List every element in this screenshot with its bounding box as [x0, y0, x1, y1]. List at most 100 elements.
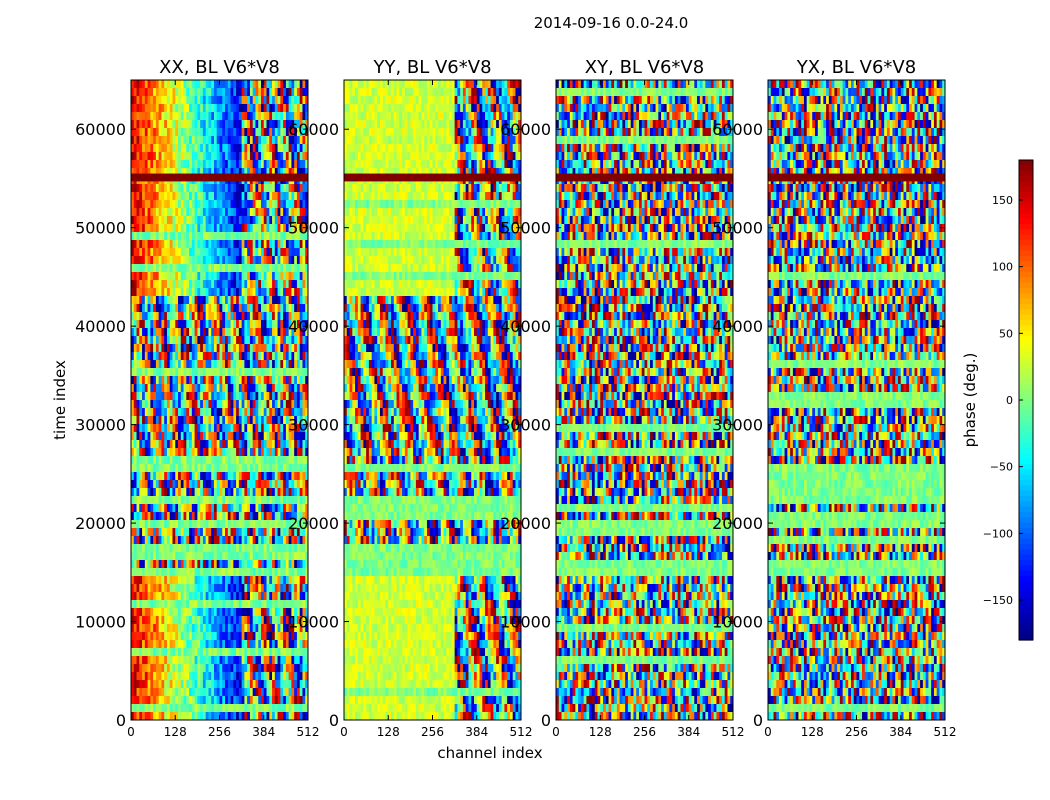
heatmap-cell — [216, 160, 220, 169]
heatmap-cell — [180, 232, 184, 241]
heatmap-cell — [255, 448, 259, 457]
heatmap-cell — [205, 432, 209, 441]
heatmap-cell — [255, 608, 259, 617]
heatmap-cell — [225, 272, 229, 281]
heatmap-cell — [131, 400, 135, 409]
heatmap-cell — [131, 448, 135, 457]
heatmap-cell — [258, 456, 262, 465]
heatmap-cell — [274, 360, 278, 369]
heatmap-cell — [255, 520, 259, 529]
heatmap-cell — [139, 256, 143, 265]
heatmap-cell — [269, 696, 273, 705]
heatmap-cell — [280, 440, 284, 449]
heatmap-cell — [202, 296, 207, 305]
heatmap-cell — [277, 384, 281, 393]
heatmap-cell — [219, 304, 223, 313]
heatmap-cell — [274, 80, 278, 89]
heatmap-cell — [191, 232, 196, 241]
heatmap-cell — [274, 624, 278, 633]
heatmap-cell — [144, 328, 148, 337]
heatmap-cell — [302, 120, 306, 129]
heatmap-cell — [219, 448, 223, 457]
heatmap-cell — [194, 112, 198, 121]
heatmap-cell — [194, 528, 198, 537]
heatmap-cell — [205, 184, 209, 193]
heatmap-cell — [202, 656, 207, 665]
heatmap-cell — [238, 464, 243, 473]
heatmap-cell — [144, 280, 148, 289]
heatmap-cell — [172, 96, 176, 105]
heatmap-cell — [244, 304, 248, 313]
heatmap-cell — [186, 160, 190, 169]
heatmap-cell — [200, 328, 204, 337]
heatmap-cell — [205, 536, 209, 545]
heatmap-cell — [213, 232, 218, 241]
heatmap-cell — [244, 144, 248, 153]
heatmap-cell — [291, 424, 295, 433]
heatmap-cell — [211, 496, 215, 505]
heatmap-cell — [252, 504, 256, 513]
heatmap-cell — [172, 416, 176, 425]
heatmap-cell — [189, 560, 193, 569]
heatmap-cell — [186, 344, 190, 353]
heatmap-cell — [150, 640, 154, 649]
heatmap-cell — [283, 120, 287, 129]
heatmap-cell — [288, 144, 292, 153]
heatmap-cell — [241, 128, 245, 137]
heatmap-cell — [277, 456, 281, 465]
heatmap-cell — [191, 496, 196, 505]
heatmap-cell — [272, 656, 276, 665]
heatmap-cell — [230, 344, 234, 353]
heatmap-cell — [227, 136, 231, 145]
heatmap-cell — [272, 96, 276, 105]
heatmap-cell — [252, 128, 256, 137]
heatmap-cell — [244, 568, 248, 577]
heatmap-cell — [252, 608, 256, 617]
heatmap-cell — [285, 616, 290, 625]
heatmap-cell — [186, 616, 190, 625]
heatmap-cell — [194, 520, 198, 529]
heatmap-cell — [142, 592, 146, 601]
heatmap-cell — [230, 168, 234, 177]
heatmap-cell — [139, 568, 143, 577]
heatmap-cell — [266, 248, 270, 257]
heatmap-cell — [219, 264, 223, 273]
heatmap-cell — [241, 344, 245, 353]
heatmap-cell — [222, 232, 226, 241]
heatmap-cell — [133, 344, 137, 353]
heatmap-cell — [255, 192, 259, 201]
heatmap-cell — [244, 512, 248, 521]
heatmap-cell — [191, 696, 196, 705]
heatmap-cell — [153, 440, 157, 449]
heatmap-cell — [161, 88, 165, 97]
heatmap-cell — [166, 576, 171, 585]
heatmap-cell — [175, 208, 179, 217]
heatmap-cell — [178, 192, 182, 201]
heatmap-cell — [166, 656, 171, 665]
heatmap-cell — [161, 232, 165, 241]
heatmap-cell — [197, 320, 201, 329]
heatmap-cell — [142, 296, 146, 305]
heatmap-cell — [266, 264, 270, 273]
heatmap-cell — [302, 360, 306, 369]
heatmap-cell — [225, 512, 229, 521]
heatmap-cell — [147, 352, 151, 361]
heatmap-cell — [299, 520, 303, 529]
heatmap-cell — [205, 360, 209, 369]
heatmap-cell — [227, 680, 231, 689]
heatmap-cell — [233, 496, 237, 505]
heatmap-cell — [280, 232, 284, 241]
heatmap-cell — [244, 368, 248, 377]
heatmap-cell — [249, 560, 254, 569]
heatmap-cell — [302, 568, 306, 577]
heatmap-cell — [211, 472, 215, 481]
heatmap-cell — [169, 496, 173, 505]
heatmap-cell — [219, 112, 223, 121]
heatmap-cell — [175, 168, 179, 177]
heatmap-cell — [136, 104, 140, 113]
heatmap-cell — [175, 104, 179, 113]
heatmap-cell — [266, 216, 270, 225]
heatmap-cell — [294, 560, 298, 569]
heatmap-cell — [277, 224, 281, 233]
heatmap-cell — [200, 280, 204, 289]
